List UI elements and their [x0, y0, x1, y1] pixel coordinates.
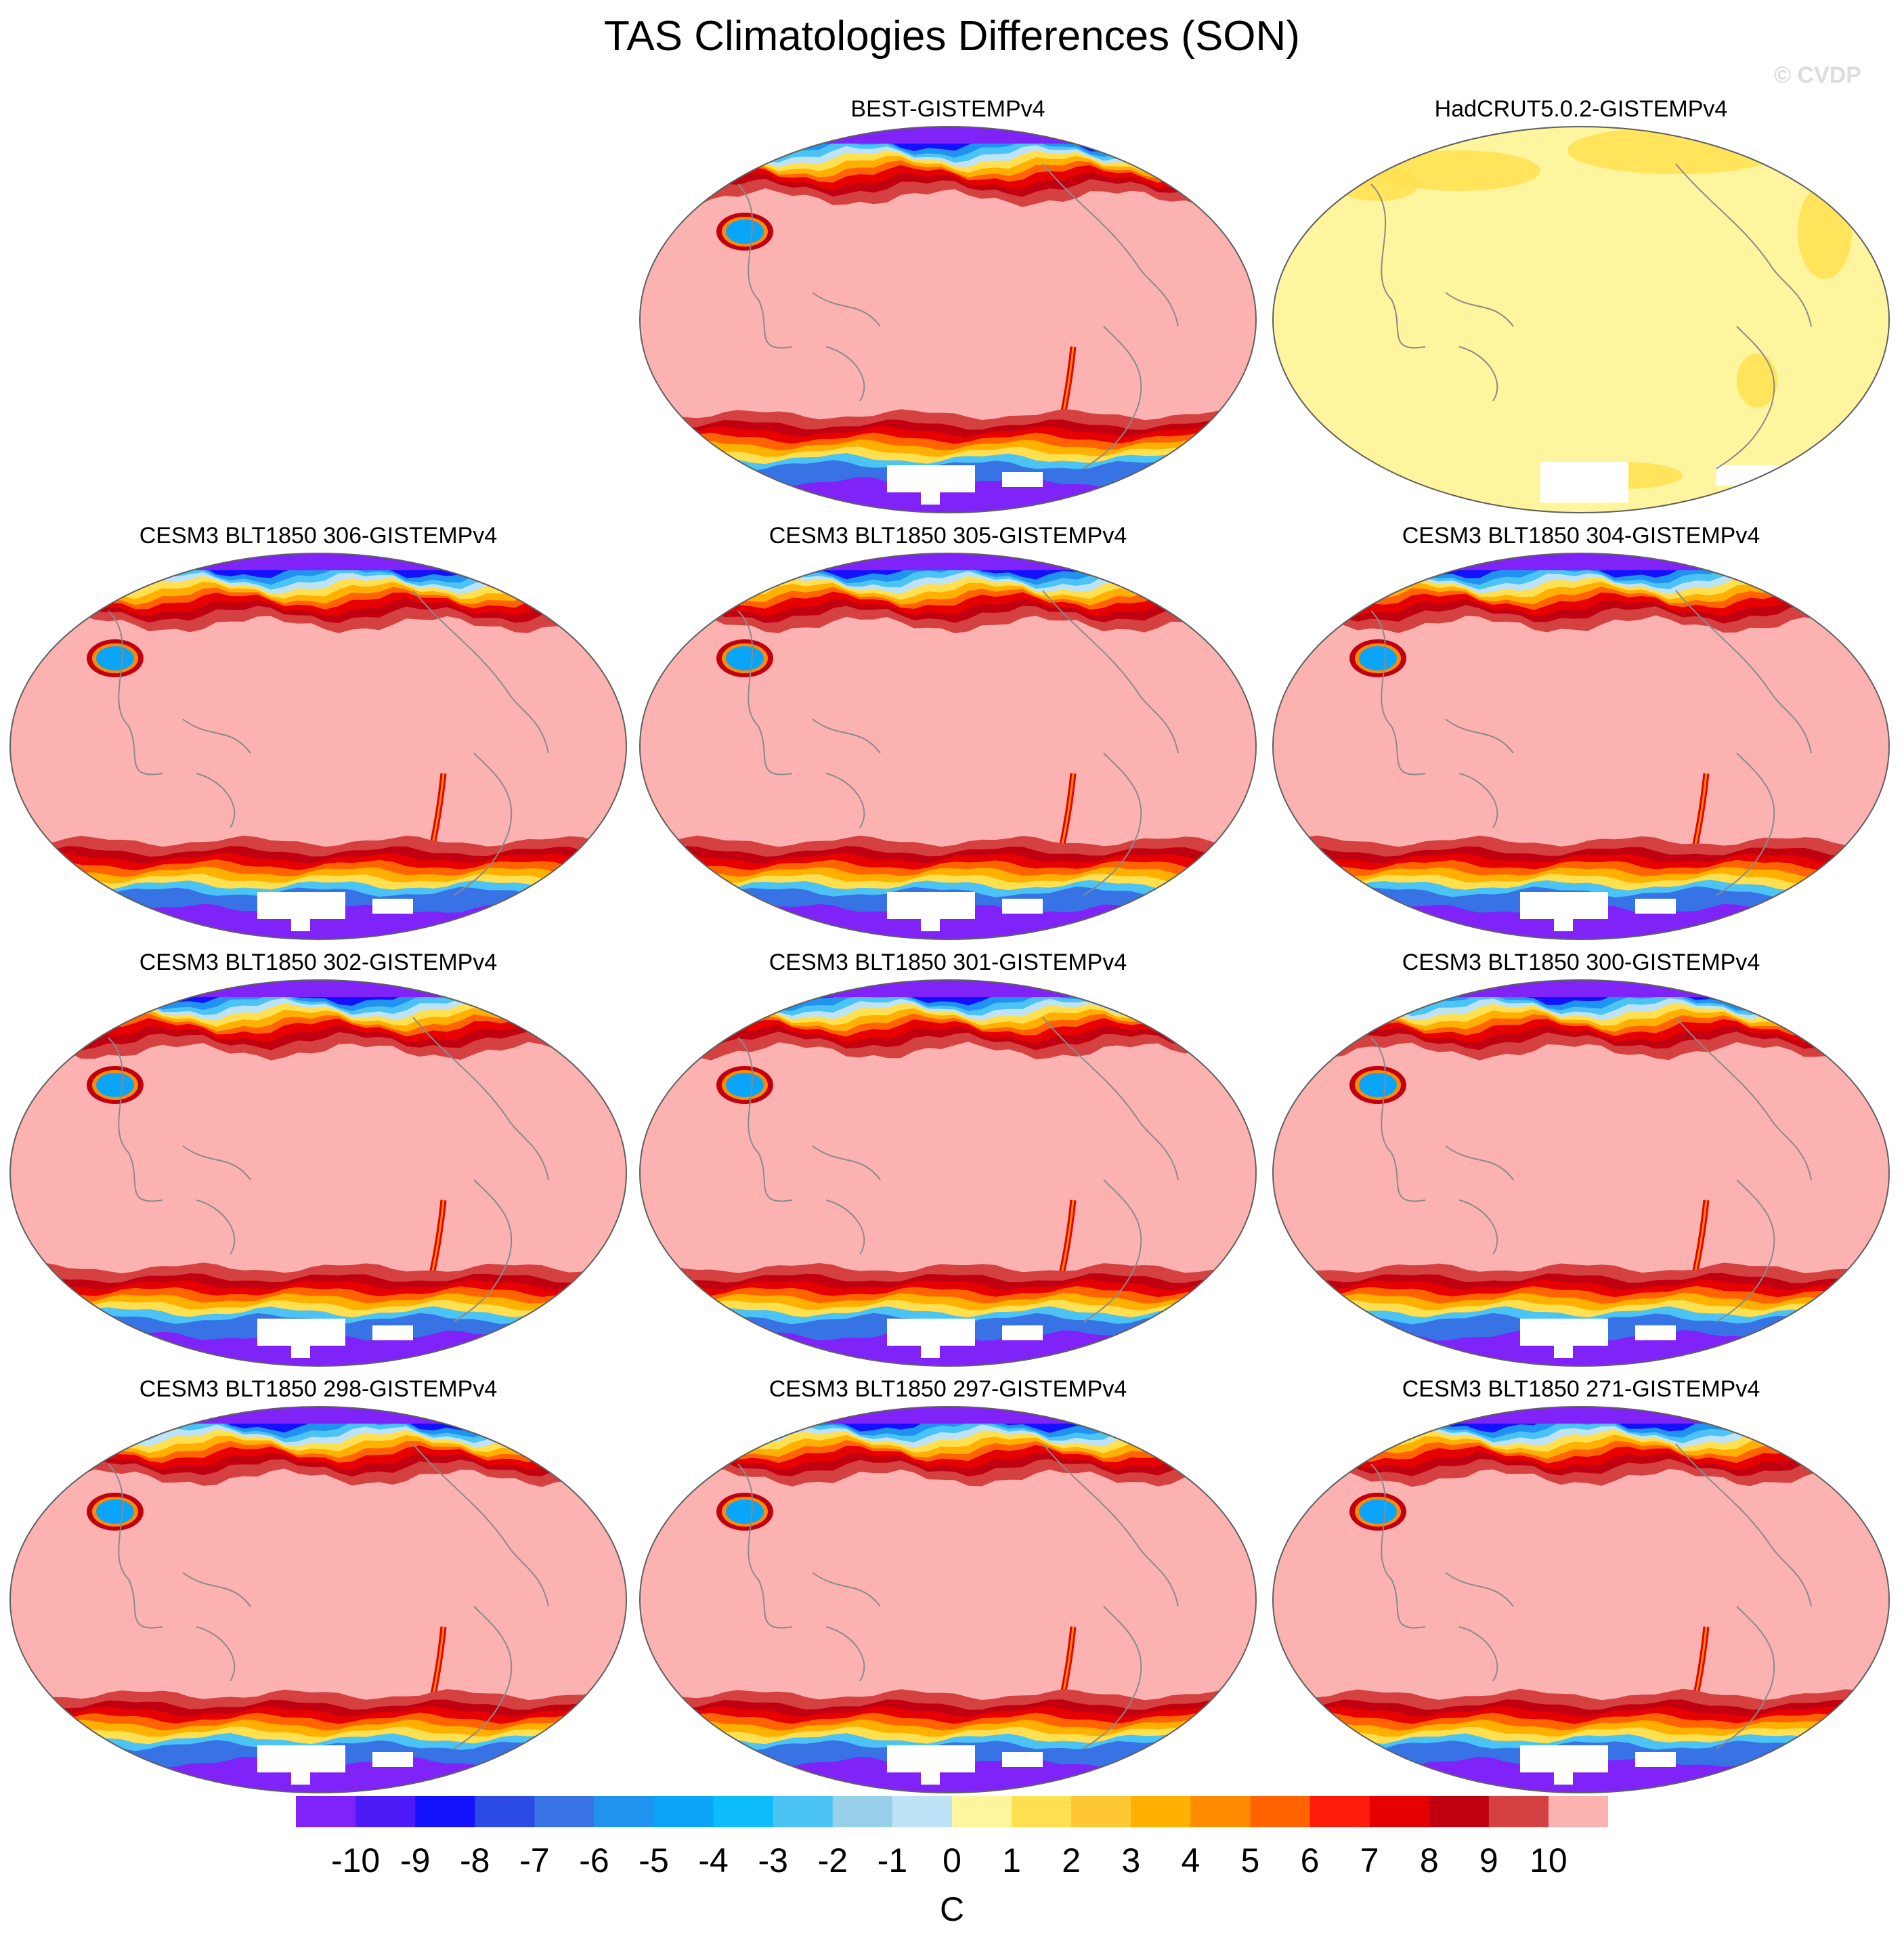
colorbar-swatch — [355, 1796, 416, 1827]
watermark: © CVDP — [1774, 62, 1861, 88]
colorbar-tick: -2 — [817, 1841, 848, 1879]
colorbar-tick: -4 — [698, 1841, 729, 1879]
colorbar-swatch — [1548, 1796, 1608, 1827]
map-panel: CESM3 BLT1850 306-GISTEMPv4 — [7, 521, 630, 941]
colorbar-tick-labels: -10 -9 -8 -7 -6 -5 -4 -3 -2 -1 0 1 2 3 4 5 6 7 8 9 10 — [0, 1841, 1904, 1881]
panel-title: CESM3 BLT1850 271-GISTEMPv4 — [1402, 1376, 1760, 1402]
map-panel: BEST-GISTEMPv4 — [636, 95, 1259, 515]
colorbar-tick: 1 — [1002, 1841, 1021, 1879]
main-title: TAS Climatologies Differences (SON) — [604, 13, 1300, 60]
map — [9, 979, 627, 1367]
map — [1272, 979, 1890, 1367]
colorbar-tick: -6 — [579, 1841, 609, 1879]
colorbar-tick: -7 — [519, 1841, 550, 1879]
colorbar-tick: 6 — [1300, 1841, 1320, 1879]
colorbar-swatch — [415, 1796, 475, 1827]
colorbar-tick: 7 — [1360, 1841, 1379, 1879]
colorbar-tick: 2 — [1062, 1841, 1081, 1879]
map-panel: HadCRUT5.0.2-GISTEMPv4 — [1270, 95, 1892, 515]
colorbar-swatch — [1369, 1796, 1430, 1827]
map-panel: CESM3 BLT1850 300-GISTEMPv4 — [1270, 948, 1892, 1368]
map — [639, 126, 1257, 513]
map-panel: CESM3 BLT1850 302-GISTEMPv4 — [7, 948, 630, 1368]
colorbar-swatch — [296, 1796, 356, 1827]
panel-title: CESM3 BLT1850 298-GISTEMPv4 — [139, 1376, 498, 1402]
colorbar-tick: 10 — [1530, 1841, 1567, 1879]
colorbar-tick: -9 — [399, 1841, 431, 1879]
colorbar-swatch — [1190, 1796, 1251, 1827]
colorbar-swatch — [892, 1796, 953, 1827]
panel-title: CESM3 BLT1850 301-GISTEMPv4 — [769, 950, 1127, 975]
colorbar-swatch — [952, 1796, 1012, 1827]
colorbar-swatch — [653, 1796, 714, 1827]
map — [639, 1406, 1257, 1793]
colorbar-tick: -5 — [639, 1841, 669, 1879]
panel-title: CESM3 BLT1850 300-GISTEMPv4 — [1402, 950, 1760, 975]
panel-title: CESM3 BLT1850 297-GISTEMPv4 — [769, 1376, 1127, 1402]
colorbar-swatch — [773, 1796, 834, 1827]
map-panel: CESM3 BLT1850 304-GISTEMPv4 — [1270, 521, 1892, 941]
colorbar-tick: 4 — [1181, 1841, 1200, 1879]
colorbar-tick: -3 — [758, 1841, 788, 1879]
colorbar-swatch — [713, 1796, 774, 1827]
map — [9, 553, 627, 940]
colorbar-swatch — [1012, 1796, 1072, 1827]
colorbar-tick: -1 — [877, 1841, 908, 1879]
colorbar — [296, 1796, 1608, 1827]
colorbar-tick: 9 — [1479, 1841, 1498, 1879]
colorbar-tick: 3 — [1121, 1841, 1141, 1879]
colorbar-tick: 8 — [1419, 1841, 1439, 1879]
panel-title: HadCRUT5.0.2-GISTEMPv4 — [1434, 96, 1728, 122]
map-panel: CESM3 BLT1850 297-GISTEMPv4 — [636, 1375, 1259, 1795]
map — [9, 1406, 627, 1793]
colorbar-swatch — [594, 1796, 655, 1827]
colorbar-swatch — [832, 1796, 893, 1827]
colorbar-tick: -8 — [460, 1841, 490, 1879]
map-panel: CESM3 BLT1850 301-GISTEMPv4 — [636, 948, 1259, 1368]
colorbar-swatch — [1310, 1796, 1370, 1827]
map — [639, 553, 1257, 940]
map-panel: CESM3 BLT1850 298-GISTEMPv4 — [7, 1375, 630, 1795]
map — [1272, 1406, 1890, 1793]
panel-title: BEST-GISTEMPv4 — [850, 96, 1045, 122]
colorbar-tick: 5 — [1240, 1841, 1260, 1879]
panel-title: CESM3 BLT1850 305-GISTEMPv4 — [769, 523, 1127, 549]
colorbar-swatch — [1131, 1796, 1191, 1827]
colorbar-swatch — [1071, 1796, 1131, 1827]
colorbar-swatch — [1250, 1796, 1311, 1827]
colorbar-swatch — [1429, 1796, 1490, 1827]
map — [1272, 126, 1890, 513]
colorbar-tick: 0 — [943, 1841, 961, 1879]
map — [1272, 553, 1890, 940]
map — [639, 979, 1257, 1367]
map-panel: CESM3 BLT1850 305-GISTEMPv4 — [636, 521, 1259, 941]
colorbar-swatch — [1488, 1796, 1549, 1827]
colorbar-swatch — [534, 1796, 595, 1827]
panel-title: CESM3 BLT1850 302-GISTEMPv4 — [139, 950, 498, 975]
colorbar-tick: -10 — [330, 1841, 381, 1879]
colorbar-units-label: C — [939, 1890, 965, 1928]
panel-title: CESM3 BLT1850 304-GISTEMPv4 — [1402, 523, 1760, 549]
colorbar-swatch — [475, 1796, 535, 1827]
panel-title: CESM3 BLT1850 306-GISTEMPv4 — [139, 523, 498, 549]
map-panel: CESM3 BLT1850 271-GISTEMPv4 — [1270, 1375, 1892, 1795]
